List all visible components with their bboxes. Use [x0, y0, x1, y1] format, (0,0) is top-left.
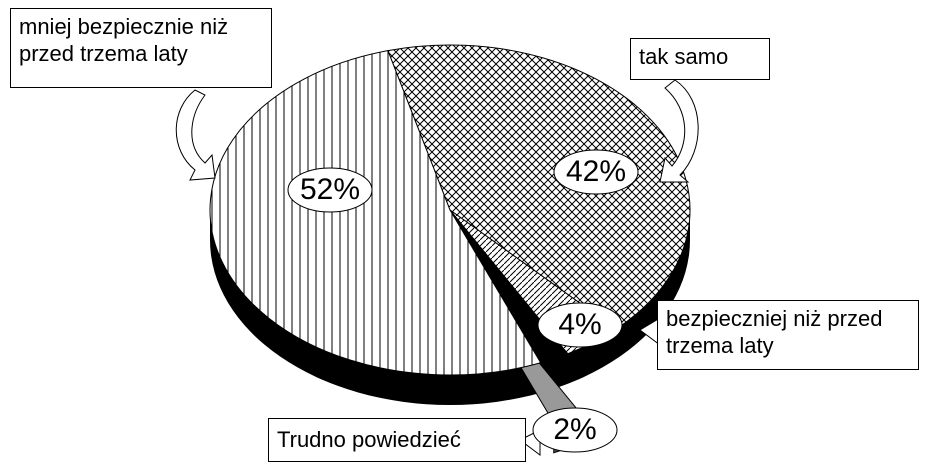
value-label: 42%: [566, 155, 626, 188]
category-label: bezpieczniej niż przed trzema laty: [657, 300, 919, 370]
slice: [387, 44, 691, 330]
value-label-bg: [532, 407, 618, 453]
slices: [209, 44, 691, 454]
slice: [209, 50, 542, 376]
category-label: Trudno powiedzieć: [268, 418, 526, 462]
value-label-bg: [287, 167, 373, 213]
category-label: tak samo: [630, 38, 770, 80]
category-label: mniej bezpiecznie niż przed trzema laty: [10, 8, 272, 88]
value-label: 4%: [558, 308, 601, 341]
value-label: 52%: [300, 173, 360, 206]
value-labels: 42% 4% 2% 52%: [287, 149, 639, 453]
value-label-bg: [553, 149, 639, 195]
value-label: 2%: [553, 413, 596, 446]
value-label-bg: [537, 302, 623, 348]
